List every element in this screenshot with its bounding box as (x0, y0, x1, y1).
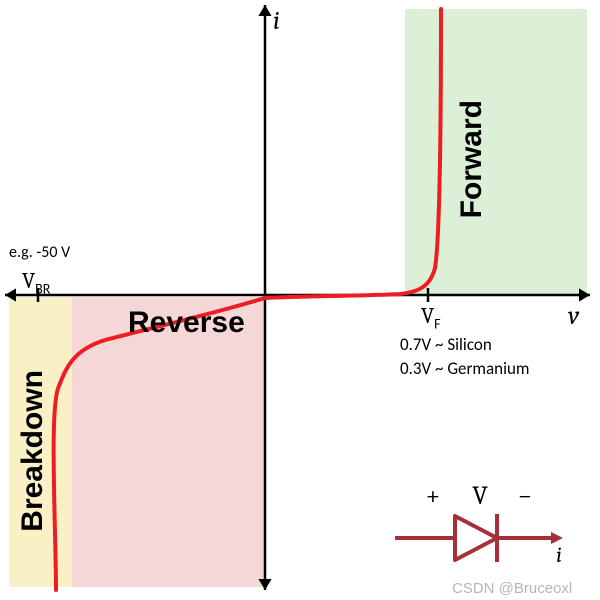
svg-text:+: + (426, 481, 440, 511)
svg-text:V: V (472, 481, 488, 511)
vbr-symbol: V (22, 268, 35, 294)
diode-symbol: + V− i (385, 476, 575, 576)
y-axis-label: i (273, 6, 280, 36)
watermark: CSDN @Bruceoxl (452, 580, 572, 597)
svg-text:−: − (518, 481, 532, 511)
silicon-note: 0.7V ~ Silicon (400, 334, 492, 355)
vf-sub: F (434, 315, 440, 332)
vf-label: VF (421, 302, 441, 332)
vbr-sub: BR (35, 280, 50, 297)
vbr-label: VBR (22, 267, 50, 297)
x-axis-label: v (568, 301, 579, 331)
forward-label: Forward (455, 100, 489, 218)
vbr-example: e.g. -50 V (9, 243, 70, 262)
reverse-label: Reverse (128, 306, 245, 340)
germanium-note: 0.3V ~ Germanium (400, 358, 530, 379)
svg-text:i: i (556, 542, 562, 568)
vf-symbol: V (421, 303, 434, 329)
breakdown-label: Breakdown (16, 370, 50, 532)
